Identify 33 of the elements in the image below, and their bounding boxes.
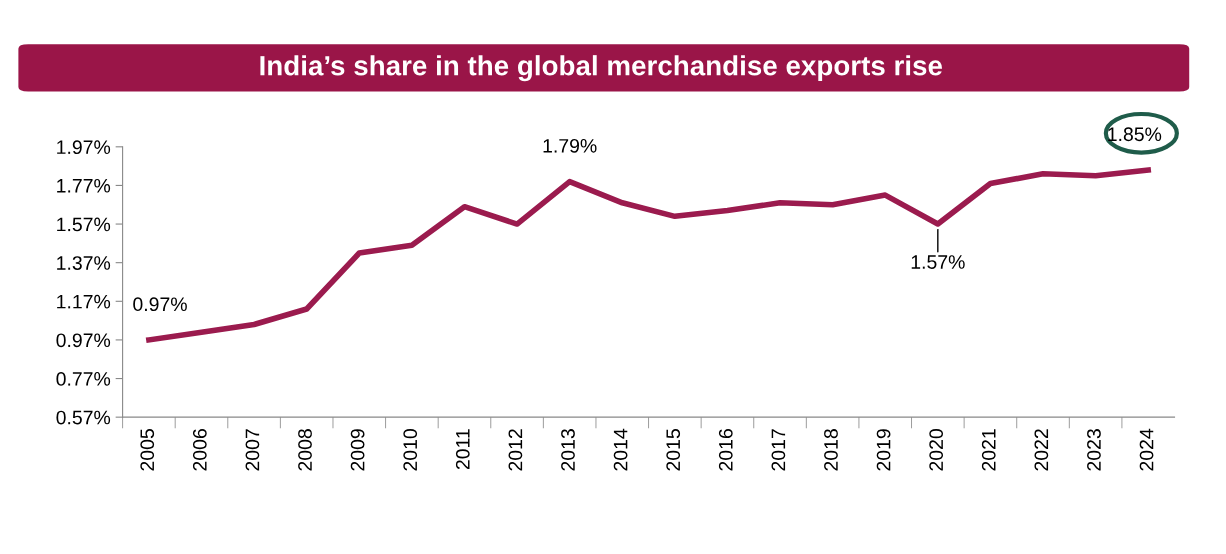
x-tick-label: 2017: [771, 429, 786, 471]
y-tick-label: 1.37%: [57, 256, 111, 270]
x-tick-label: 2016: [718, 429, 733, 471]
x-tick-label: 2011: [455, 429, 470, 470]
x-tick-label: 2024: [1139, 428, 1154, 471]
y-tick-label: 0.77%: [56, 372, 111, 386]
x-tick-label: 2008: [298, 429, 312, 471]
data-label: 0.97%: [133, 297, 187, 312]
x-tick-label: 2007: [245, 429, 260, 471]
y-tick-label: 0.57%: [56, 410, 111, 425]
x-tick-label: 2012: [508, 429, 523, 471]
data-label: 1.79%: [543, 138, 597, 153]
chart-title: India’s share in the global merchandise exports rise: [260, 55, 942, 82]
x-tick-label: 2014: [613, 428, 628, 471]
x-tick-label: 2010: [403, 429, 418, 471]
x-tick-label: 2009: [350, 429, 365, 471]
x-tick-label: 2015: [666, 429, 681, 471]
x-tick-label: 2019: [876, 429, 891, 471]
x-tick-label: 2020: [929, 429, 944, 471]
x-tick-label: 2022: [1034, 429, 1049, 471]
y-tick-label: 1.77%: [57, 178, 111, 193]
x-tick-label: 2018: [824, 429, 838, 471]
y-tick-label: 1.57%: [57, 217, 111, 232]
y-tick-label: 1.17%: [57, 294, 111, 309]
data-label: 1.57%: [911, 255, 965, 269]
x-tick-label: 2006: [192, 429, 207, 471]
y-tick-label: 0.97%: [56, 333, 111, 348]
x-tick-label: 2021: [981, 429, 996, 471]
x-tick-label: 2023: [1087, 429, 1101, 471]
x-tick-label: 2013: [561, 429, 575, 471]
data-label: 1.85%: [1108, 127, 1162, 142]
y-tick-label: 1.97%: [57, 140, 111, 155]
x-tick-label: 2005: [140, 429, 155, 471]
